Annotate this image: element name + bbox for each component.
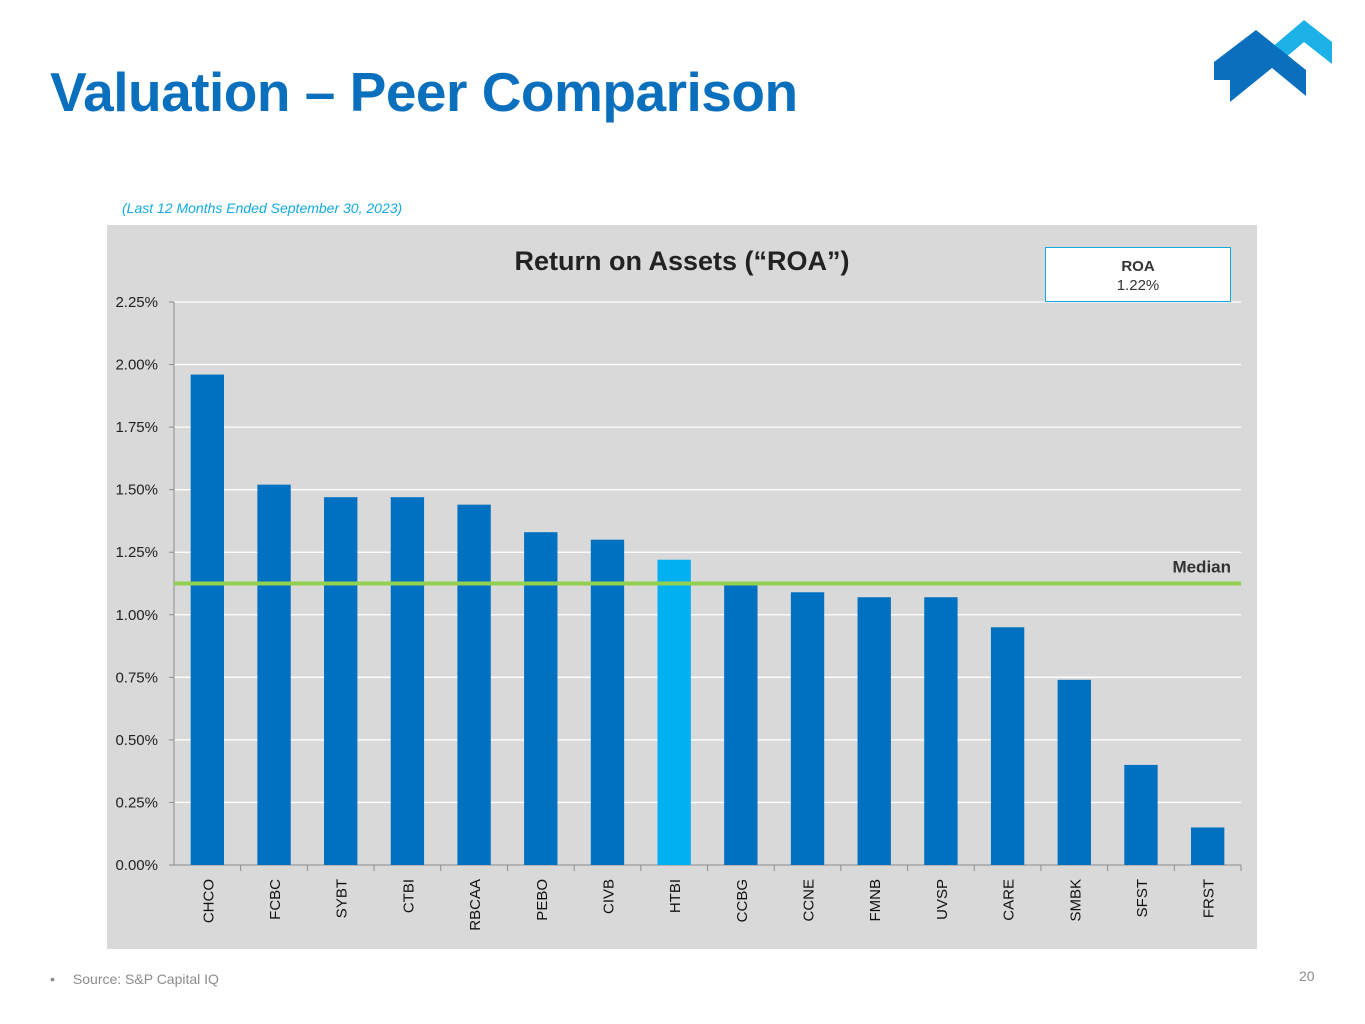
bar-ccne	[790, 592, 825, 865]
bar-fmnb	[857, 597, 891, 865]
roa-bar-chart: Return on Assets (“ROA”) 0.00% 0.25% 0.50% 0…	[115, 246, 1242, 931]
bar-civb	[590, 539, 625, 865]
x-tick-label: SYBT	[334, 879, 351, 918]
bar-fcbc	[257, 484, 291, 865]
median-label: Median	[1172, 558, 1231, 577]
y-tick-label: 1.75%	[115, 419, 158, 436]
bar-sfst	[1124, 764, 1158, 865]
y-tick-label: 0.75%	[115, 669, 158, 686]
bar-ccbg	[724, 582, 758, 865]
page-number: 20	[1299, 968, 1315, 984]
x-tick-label: CCBG	[734, 879, 751, 922]
y-tick-label: 1.25%	[115, 544, 158, 561]
roa-callout-value: 1.22%	[1116, 277, 1160, 294]
x-tick-label: CTBI	[400, 879, 417, 913]
x-tick-label: FMNB	[867, 879, 884, 922]
chart-title: Return on Assets (“ROA”)	[514, 246, 849, 276]
bar-care	[990, 627, 1025, 865]
bar-ctbi	[390, 497, 425, 865]
y-tick-label: 2.25%	[115, 294, 158, 311]
x-tick-label: RBCAA	[467, 879, 484, 931]
bar-rbcaa	[457, 504, 491, 865]
source-footnote: • Source: S&P Capital IQ	[50, 971, 219, 987]
footnote-bullet: •	[50, 971, 55, 987]
y-tick-label: 1.50%	[115, 482, 158, 499]
company-logo-icon	[1214, 20, 1332, 102]
bar-htbi	[657, 559, 691, 865]
chart-period-subtitle: (Last 12 Months Ended September 30, 2023…	[122, 200, 403, 216]
x-tick-label: SFST	[1134, 879, 1151, 917]
x-tick-label: SMBK	[1067, 879, 1084, 922]
y-tick-label: 2.00%	[115, 357, 158, 374]
x-tick-label: HTBI	[667, 879, 684, 913]
y-tick-label: 0.50%	[115, 732, 158, 749]
bar-pebo	[524, 532, 558, 865]
x-tick-label: UVSP	[934, 879, 951, 920]
chart-panel: Return on Assets (“ROA”) 0.00% 0.25% 0.50% 0…	[107, 225, 1257, 949]
y-tick-label: 1.00%	[115, 607, 158, 624]
roa-callout-box: ROA 1.22%	[1045, 247, 1231, 302]
x-tick-label: CHCO	[200, 879, 217, 923]
logo-dark-chevron	[1214, 30, 1306, 102]
bar-uvsp	[924, 597, 958, 865]
x-tick-label: FCBC	[267, 879, 284, 920]
bar-frst	[1190, 827, 1225, 865]
y-tick-label: 0.25%	[115, 794, 158, 811]
roa-callout-label: ROA	[1121, 258, 1155, 275]
y-tick-label: 0.00%	[115, 857, 158, 874]
bar-sybt	[324, 497, 358, 865]
page-title: Valuation – Peer Comparison	[50, 61, 798, 123]
x-tick-label: PEBO	[534, 879, 551, 921]
x-tick-label: CARE	[1001, 879, 1018, 921]
x-tick-label: CCNE	[801, 879, 818, 922]
x-tick-label: CIVB	[600, 879, 617, 914]
footnote-text: Source: S&P Capital IQ	[72, 971, 219, 987]
bar-smbk	[1057, 679, 1091, 865]
x-tick-label: FRST	[1201, 879, 1218, 918]
bar-chco	[190, 374, 225, 865]
